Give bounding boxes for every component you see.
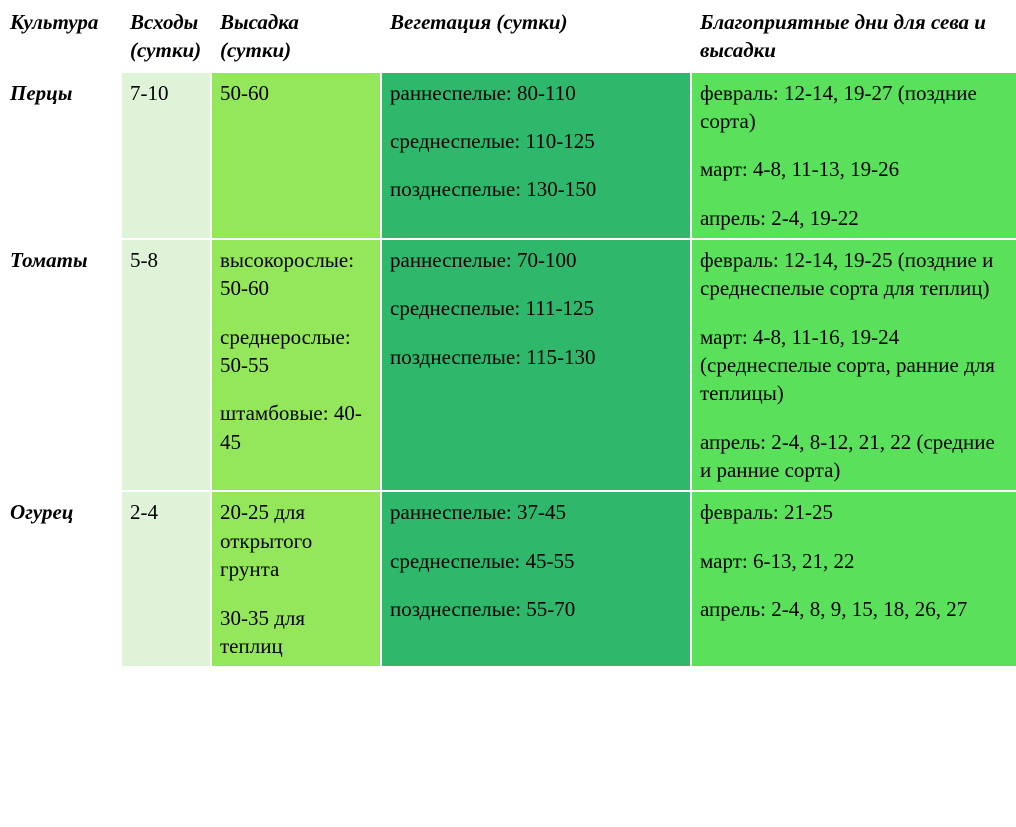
cell-line: раннеспелые: 37-45 <box>390 498 682 526</box>
cell-line: март: 4-8, 11-16, 19-24 (среднеспелые со… <box>700 323 1008 408</box>
cell-planting: 20-25 для открытого грунта 30-35 для тепл… <box>211 491 381 667</box>
cell-line: 20-25 для открытого грунта <box>220 498 372 583</box>
cell-line: апрель: 2-4, 8-12, 21, 22 (средние и ран… <box>700 428 1008 485</box>
cell-culture: Томаты <box>1 239 121 491</box>
cell-germination: 2-4 <box>121 491 211 667</box>
planting-table: Культура Всходы (сутки) Высадка (сутки) … <box>0 0 1016 668</box>
cell-line: февраль: 12-14, 19-25 (поздние и среднес… <box>700 246 1008 303</box>
cell-line: штамбовые: 40-45 <box>220 399 372 456</box>
col-header-germination: Всходы (сутки) <box>121 1 211 72</box>
cell-culture: Огурец <box>1 491 121 667</box>
table-header: Культура Всходы (сутки) Высадка (сутки) … <box>1 1 1016 72</box>
cell-line: март: 4-8, 11-13, 19-26 <box>700 155 1008 183</box>
table-row: Перцы7-10 50-60 раннеспелые: 80-110 среднес… <box>1 72 1016 239</box>
cell-line: среднеспелые: 111-125 <box>390 294 682 322</box>
cell-line: апрель: 2-4, 19-22 <box>700 204 1008 232</box>
cell-days: февраль: 12-14, 19-27 (поздние сорта) мар… <box>691 72 1016 239</box>
cell-germination: 5-8 <box>121 239 211 491</box>
cell-germination: 7-10 <box>121 72 211 239</box>
table-row: Огурец2-420-25 для открытого грунта 30-35… <box>1 491 1016 667</box>
table-header-row: Культура Всходы (сутки) Высадка (сутки) … <box>1 1 1016 72</box>
cell-line: высокорослые: 50-60 <box>220 246 372 303</box>
cell-planting: 50-60 <box>211 72 381 239</box>
cell-line: март: 6-13, 21, 22 <box>700 547 1008 575</box>
cell-planting: высокорослые: 50-60 среднерослые: 50-55 шт… <box>211 239 381 491</box>
col-header-planting: Высадка (сутки) <box>211 1 381 72</box>
cell-line: февраль: 12-14, 19-27 (поздние сорта) <box>700 79 1008 136</box>
cell-line: 50-60 <box>220 79 372 107</box>
cell-days: февраль: 21-25 март: 6-13, 21, 22 апрель: … <box>691 491 1016 667</box>
cell-culture: Перцы <box>1 72 121 239</box>
col-header-culture: Культура <box>1 1 121 72</box>
cell-line: среднерослые: 50-55 <box>220 323 372 380</box>
cell-line: среднеспелые: 110-125 <box>390 127 682 155</box>
cell-line: 30-35 для теплиц <box>220 604 372 661</box>
cell-line: февраль: 21-25 <box>700 498 1008 526</box>
col-header-days: Благоприятные дни для сева и высадки <box>691 1 1016 72</box>
cell-line: позднеспелые: 55-70 <box>390 595 682 623</box>
cell-line: апрель: 2-4, 8, 9, 15, 18, 26, 27 <box>700 595 1008 623</box>
table-body: Перцы7-10 50-60 раннеспелые: 80-110 среднес… <box>1 72 1016 668</box>
cell-line: позднеспелые: 115-130 <box>390 343 682 371</box>
cell-line: раннеспелые: 80-110 <box>390 79 682 107</box>
cell-line: раннеспелые: 70-100 <box>390 246 682 274</box>
cell-vegetation: раннеспелые: 70-100 среднеспелые: 111-125… <box>381 239 691 491</box>
cell-line: среднеспелые: 45-55 <box>390 547 682 575</box>
cell-days: февраль: 12-14, 19-25 (поздние и среднес… <box>691 239 1016 491</box>
cell-vegetation: раннеспелые: 37-45 среднеспелые: 45-55 поз… <box>381 491 691 667</box>
table-row: Томаты5-8высокорослые: 50-60 среднерослые… <box>1 239 1016 491</box>
col-header-vegetation: Вегетация (сутки) <box>381 1 691 72</box>
cell-line: позднеспелые: 130-150 <box>390 175 682 203</box>
cell-vegetation: раннеспелые: 80-110 среднеспелые: 110-125… <box>381 72 691 239</box>
